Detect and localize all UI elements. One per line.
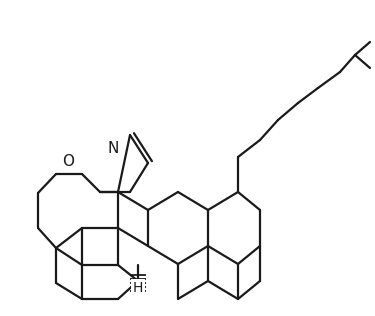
Text: H: H (133, 281, 143, 295)
Text: N: N (107, 141, 118, 155)
Text: O: O (62, 155, 74, 169)
